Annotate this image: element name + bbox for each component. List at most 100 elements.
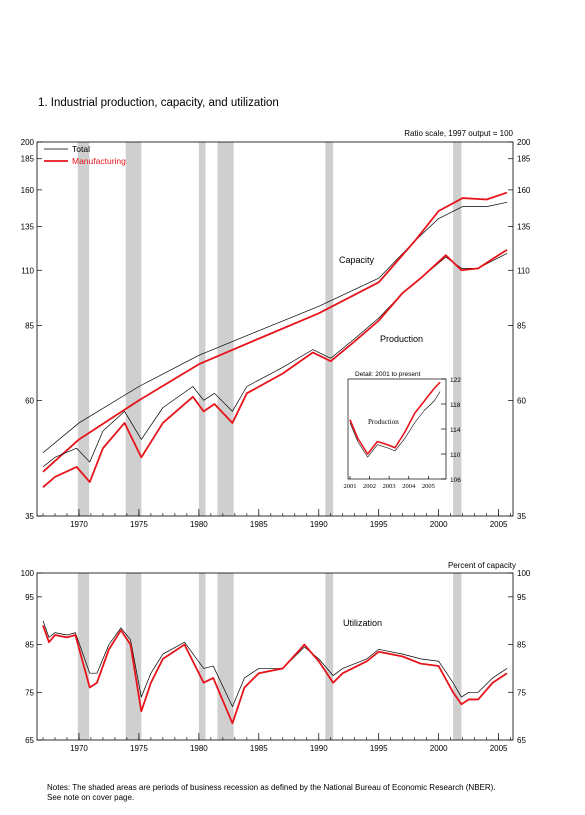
y-tick-label: 185 — [21, 155, 35, 164]
top-panel: 35 60 85 110 135 160 185 200 35 60 85 110 135 160 185… — [21, 129, 531, 529]
inset-title: Detail: 2001 to present — [355, 371, 421, 378]
series-line-total — [349, 391, 441, 458]
legend: Total Manufacturing — [44, 144, 126, 166]
y-tick-label: 160 — [21, 186, 35, 195]
production-label: Production — [380, 334, 423, 344]
y-tick-label: 75 — [25, 688, 34, 697]
y-tick-label: 85 — [25, 322, 34, 331]
bottom-y-ticks-right: 65 75 85 95 100 — [508, 569, 531, 745]
x-tick-label: 1995 — [370, 744, 388, 753]
inset-chart: Detail: 2001 to present Production 106 11… — [343, 371, 461, 490]
x-tick-label: 2001 — [343, 483, 356, 490]
legend-label-manufacturing: Manufacturing — [72, 156, 126, 166]
top-y-ticks-left: 35 60 85 110 135 160 185 200 — [21, 138, 42, 521]
x-tick-label: 1970 — [70, 520, 88, 529]
series-line-capacity-total — [42, 201, 508, 454]
inset-production-label: Production — [368, 418, 399, 426]
percent-of-capacity-label: Percent of capacity — [448, 561, 516, 570]
y-tick-label: 122 — [450, 377, 461, 384]
y-tick-label: 85 — [517, 322, 526, 331]
y-tick-label: 95 — [25, 593, 34, 602]
top-recession-bands — [77, 142, 462, 516]
inset-y-ticks: 106 110 114 118 122 — [441, 377, 461, 484]
x-tick-label: 1980 — [190, 744, 208, 753]
y-tick-label: 65 — [25, 736, 34, 745]
y-tick-label: 160 — [517, 186, 531, 195]
x-tick-label: 1975 — [130, 744, 148, 753]
y-tick-label: 106 — [450, 477, 461, 484]
recession-band — [453, 142, 462, 516]
bottom-y-ticks-left: 65 75 85 95 100 — [21, 569, 42, 745]
y-tick-label: 60 — [517, 396, 526, 405]
x-tick-label: 2005 — [490, 520, 508, 529]
y-tick-label: 135 — [21, 222, 35, 231]
series-line-capacity-manufacturing — [42, 191, 508, 473]
capacity-label: Capacity — [339, 255, 375, 265]
series-line-total — [42, 620, 508, 707]
top-y-scale-label: Ratio scale, 1997 output = 100 — [404, 129, 513, 138]
y-tick-label: 100 — [21, 569, 35, 578]
y-tick-label: 114 — [450, 427, 461, 434]
x-tick-label: 2004 — [402, 483, 416, 490]
y-tick-label: 75 — [517, 688, 526, 697]
recession-band — [325, 573, 334, 740]
y-tick-label: 95 — [517, 593, 526, 602]
top-y-ticks-right: 35 60 85 110 135 160 185 200 — [508, 138, 531, 521]
y-tick-label: 60 — [25, 396, 34, 405]
series-line-production-manufacturing — [42, 249, 508, 489]
utilization-panel: 65 75 85 95 100 65 75 85 95 100 1970 1975 1980 1985… — [21, 561, 531, 753]
series-line-production-total — [42, 253, 508, 468]
y-tick-label: 85 — [517, 641, 526, 650]
y-tick-label: 85 — [25, 641, 34, 650]
series-line-manufacturing — [349, 381, 441, 455]
x-tick-label: 1990 — [310, 744, 328, 753]
top-panel-frame — [36, 141, 514, 517]
x-tick-label: 1995 — [370, 520, 388, 529]
x-tick-label: 2003 — [383, 483, 396, 490]
y-tick-label: 135 — [517, 222, 531, 231]
notes-line-1: Notes: The shaded areas are periods of b… — [47, 783, 496, 792]
top-x-ticks: 1970 1975 1980 1985 1990 1995 2000 2005 — [42, 509, 511, 529]
recession-band — [453, 573, 462, 740]
y-tick-label: 200 — [517, 138, 531, 147]
recession-band — [325, 142, 334, 516]
y-tick-label: 35 — [25, 512, 34, 521]
x-tick-label: 1985 — [250, 520, 268, 529]
x-tick-label: 1980 — [190, 520, 208, 529]
x-tick-label: 2000 — [430, 744, 448, 753]
recession-band — [198, 142, 206, 516]
y-tick-label: 100 — [517, 569, 531, 578]
series-line-manufacturing — [42, 625, 508, 725]
y-tick-label: 110 — [450, 452, 461, 459]
bottom-series-lines — [42, 620, 508, 725]
x-tick-label: 1975 — [130, 520, 148, 529]
y-tick-label: 110 — [21, 266, 34, 275]
legend-label-total: Total — [72, 144, 90, 154]
top-series-lines — [42, 191, 508, 489]
x-tick-label: 2005 — [422, 483, 435, 490]
recession-band — [217, 142, 234, 516]
recession-band — [125, 142, 142, 516]
x-tick-label: 2002 — [363, 483, 376, 490]
bottom-x-ticks: 1970 1975 1980 1985 1990 1995 2000 2005 — [42, 733, 511, 753]
y-tick-label: 35 — [517, 512, 526, 521]
recession-band — [77, 573, 90, 740]
y-tick-label: 200 — [21, 138, 35, 147]
chart-title: 1. Industrial production, capacity, and … — [38, 97, 279, 109]
y-tick-label: 185 — [517, 155, 531, 164]
notes-line-2: See note on cover page. — [47, 793, 135, 802]
utilization-label: Utilization — [343, 618, 382, 628]
y-tick-label: 65 — [517, 736, 526, 745]
recession-band — [77, 142, 90, 516]
y-tick-label: 110 — [517, 266, 530, 275]
y-tick-label: 118 — [450, 402, 461, 409]
x-tick-label: 2005 — [490, 744, 508, 753]
x-tick-label: 1990 — [310, 520, 328, 529]
x-tick-label: 1985 — [250, 744, 268, 753]
inset-x-ticks: 2001 2002 2003 2004 2005 — [343, 476, 435, 490]
inset-frame — [347, 378, 447, 480]
recession-band — [217, 573, 234, 740]
inset-series-lines — [349, 381, 441, 458]
x-tick-label: 1970 — [70, 744, 88, 753]
